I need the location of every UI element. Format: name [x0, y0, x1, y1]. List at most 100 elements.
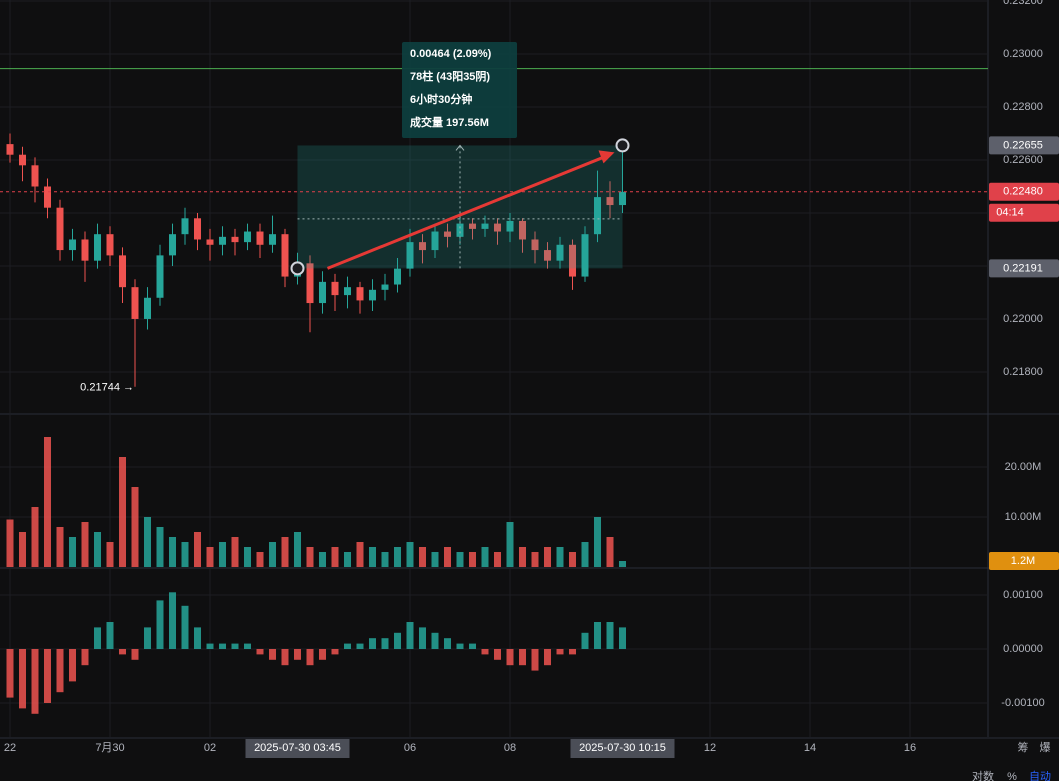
y-tick-label: -0.00100 — [1001, 697, 1044, 709]
bar — [294, 648, 301, 660]
candle-body — [281, 234, 289, 277]
bar — [369, 638, 376, 649]
bar — [431, 552, 439, 567]
bar — [169, 592, 176, 649]
candle-body — [444, 231, 451, 237]
candle-body — [94, 234, 101, 261]
bar — [331, 547, 339, 567]
ui-button[interactable]: 筹 — [1018, 740, 1029, 754]
bar — [294, 532, 301, 567]
candle-body — [244, 231, 251, 243]
scale-option[interactable]: 自动 — [1029, 770, 1051, 781]
bar — [519, 648, 526, 666]
bar — [56, 527, 64, 567]
x-tick-label: 08 — [504, 742, 516, 754]
x-tick-label: 7月30 — [95, 742, 124, 754]
y-tick-label: 0.00000 — [1003, 643, 1043, 655]
bar — [106, 542, 114, 567]
bar — [6, 648, 14, 698]
bar — [181, 542, 189, 567]
ui-button[interactable]: 爆 — [1040, 740, 1051, 754]
trend-arrow — [326, 153, 612, 270]
bar — [56, 648, 64, 693]
bar — [181, 605, 189, 649]
x-tick-label: 22 — [4, 742, 16, 754]
scale-option[interactable]: 对数 — [972, 769, 994, 781]
bar — [131, 648, 139, 660]
time-highlight — [570, 739, 675, 758]
bar — [269, 648, 276, 660]
x-tick-label: 2025-07-30 10:15 — [579, 742, 666, 754]
bar — [194, 627, 201, 649]
bar — [506, 522, 514, 567]
bar — [119, 457, 126, 567]
measure-text: 6小时30分钟 — [410, 92, 472, 106]
candle-body — [181, 218, 189, 235]
bar — [544, 648, 551, 666]
price-tag-label: 1.2M — [1011, 555, 1035, 567]
bar — [569, 648, 576, 655]
bar — [456, 643, 464, 649]
bar — [431, 632, 439, 649]
bar — [556, 648, 564, 655]
overlay-layer: 22 7月30 02 2025-07-30 03:45 06 08 2025-07-30 1… — [4, 42, 1059, 758]
measure-handle — [615, 138, 630, 153]
bar — [481, 648, 489, 655]
bar — [206, 643, 214, 649]
bar — [131, 487, 139, 567]
candle-body — [269, 234, 276, 245]
candle-body — [481, 223, 489, 229]
y-tick-label: 10.00M — [1005, 511, 1042, 523]
candle-body — [119, 255, 126, 288]
candle-body — [581, 234, 589, 277]
bar — [81, 522, 89, 567]
candle-body — [619, 191, 626, 206]
candle-body — [469, 223, 476, 229]
bar — [244, 643, 251, 649]
y-tick-label: 20.00M — [1005, 461, 1042, 473]
bar — [594, 517, 601, 567]
bar — [106, 621, 114, 649]
candle-body — [44, 186, 51, 208]
bar — [606, 621, 614, 649]
candle-body — [256, 231, 264, 245]
bar — [31, 648, 39, 714]
bar — [369, 547, 376, 567]
bar — [244, 547, 251, 567]
bar — [256, 552, 264, 567]
bar — [206, 547, 214, 567]
bar — [481, 547, 489, 567]
annotation: 0.21744 → — [80, 382, 134, 394]
bar — [544, 547, 551, 567]
candle-body — [206, 239, 214, 245]
countdown-tag — [989, 203, 1059, 222]
scale-option[interactable]: % — [1007, 771, 1017, 781]
candle-body — [144, 297, 151, 319]
bar — [69, 648, 76, 682]
candle-body — [81, 239, 89, 261]
candle-body — [131, 287, 139, 319]
candle-body — [69, 239, 76, 251]
bar — [19, 648, 26, 709]
bar — [281, 537, 289, 567]
bar — [344, 552, 351, 567]
bar — [469, 552, 476, 567]
measure-text: 成交量 197.56M — [410, 115, 489, 129]
bar — [156, 527, 164, 567]
bar — [531, 552, 539, 567]
candle-body — [519, 220, 526, 240]
bar — [231, 537, 239, 567]
y-tick-label: 0.21800 — [1003, 366, 1043, 378]
candle-body — [569, 244, 576, 277]
candle-body — [194, 218, 201, 240]
bar — [394, 547, 401, 567]
bar — [231, 643, 239, 649]
measure-arrowhead — [455, 144, 465, 151]
bar — [319, 648, 326, 660]
countdown: 04:14 — [996, 207, 1024, 219]
bar — [469, 643, 476, 649]
price-tag — [989, 182, 1059, 201]
y-tick-label: 0.23000 — [1003, 48, 1043, 60]
candle-body — [406, 242, 414, 269]
